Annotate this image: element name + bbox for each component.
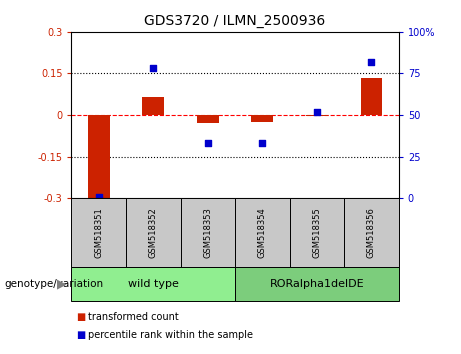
Bar: [361, 78, 382, 115]
Text: genotype/variation: genotype/variation: [5, 279, 104, 289]
Text: ■: ■: [76, 330, 85, 339]
Text: GSM518356: GSM518356: [367, 207, 376, 258]
Text: transformed count: transformed count: [88, 312, 178, 322]
Point: [313, 109, 321, 115]
Bar: [88, 115, 110, 200]
Text: GSM518352: GSM518352: [149, 207, 158, 258]
Text: GSM518353: GSM518353: [203, 207, 213, 258]
Text: percentile rank within the sample: percentile rank within the sample: [88, 330, 253, 339]
Text: GSM518354: GSM518354: [258, 207, 267, 258]
Point: [204, 141, 212, 146]
Text: GSM518355: GSM518355: [313, 207, 321, 258]
Bar: [142, 97, 164, 115]
Bar: [197, 115, 219, 124]
Text: GSM518351: GSM518351: [94, 207, 103, 258]
Text: ■: ■: [76, 312, 85, 322]
Point: [95, 194, 102, 199]
Text: wild type: wild type: [128, 279, 179, 289]
Point: [259, 141, 266, 146]
Text: RORalpha1delDE: RORalpha1delDE: [270, 279, 364, 289]
Bar: [252, 115, 273, 122]
Point: [149, 65, 157, 71]
Text: ▶: ▶: [58, 278, 67, 291]
Title: GDS3720 / ILMN_2500936: GDS3720 / ILMN_2500936: [144, 14, 326, 28]
Point: [368, 59, 375, 65]
Bar: [306, 115, 328, 116]
